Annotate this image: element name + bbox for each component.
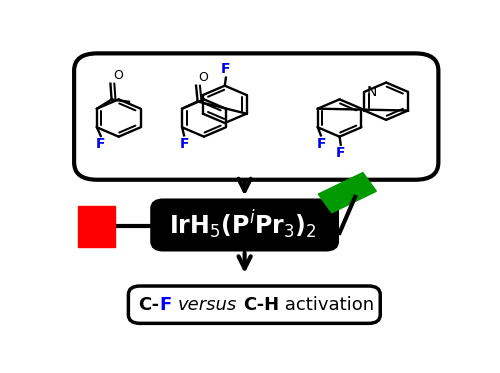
- Text: C-H: C-H: [242, 296, 279, 314]
- FancyBboxPatch shape: [152, 200, 338, 250]
- FancyBboxPatch shape: [128, 286, 380, 323]
- FancyBboxPatch shape: [74, 53, 438, 180]
- Text: IrH$_5$(P$^i$Pr$_3$)$_2$: IrH$_5$(P$^i$Pr$_3$)$_2$: [169, 209, 316, 241]
- Text: N: N: [366, 85, 376, 99]
- Text: F: F: [180, 137, 189, 151]
- Text: versus: versus: [178, 296, 237, 314]
- Text: O: O: [113, 69, 122, 82]
- Text: O: O: [198, 71, 208, 84]
- Text: F: F: [160, 296, 172, 314]
- Text: activation: activation: [279, 296, 374, 314]
- Polygon shape: [318, 173, 376, 213]
- Text: F: F: [96, 137, 106, 151]
- Text: F: F: [336, 146, 345, 160]
- Bar: [78, 206, 115, 247]
- Text: F: F: [221, 63, 230, 76]
- Text: C-: C-: [138, 296, 160, 314]
- Text: F: F: [317, 137, 326, 151]
